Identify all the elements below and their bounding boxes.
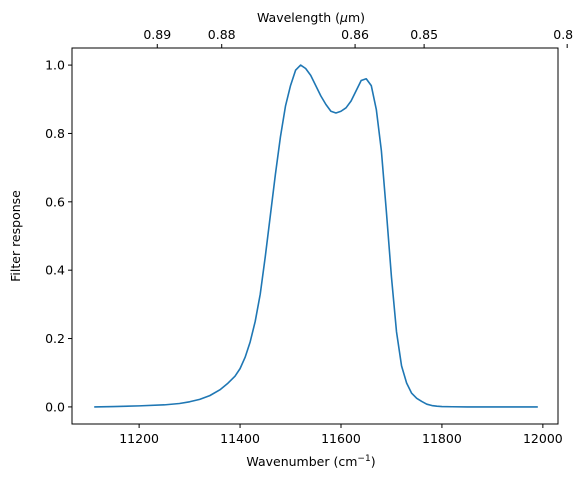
y-tick-label: 1.0 [45, 58, 65, 73]
x-tick-label: 11800 [422, 431, 462, 446]
top-x-tick-label: 0.83 [553, 27, 573, 42]
top-x-axis-title: Wavelength (μm) [257, 10, 365, 25]
x-tick-label: 12000 [523, 431, 563, 446]
y-tick-label: 0.8 [45, 126, 65, 141]
x-axis: 11200 11400 11600 11800 12000 [119, 424, 563, 446]
y-tick-label: 0.0 [45, 399, 65, 414]
x-tick-label: 11200 [119, 431, 159, 446]
y-tick-label: 0.4 [45, 263, 65, 278]
y-axis-title: Filter response [8, 190, 23, 282]
top-x-tick-label: 0.88 [208, 27, 236, 42]
top-x-tick-label: 0.85 [410, 27, 438, 42]
top-x-axis: 0.89 0.88 0.86 0.85 0.83 [143, 27, 573, 48]
y-tick-label: 0.6 [45, 194, 65, 209]
y-axis: 0.0 0.2 0.4 0.6 0.8 1.0 [45, 58, 72, 414]
top-x-tick-label: 0.86 [341, 27, 369, 42]
series-line [94, 64, 538, 408]
plot-area [72, 48, 558, 424]
x-tick-label: 11600 [321, 431, 361, 446]
x-tick-label: 11400 [220, 431, 260, 446]
top-x-tick-label: 0.89 [143, 27, 171, 42]
x-axis-title-exponent: −1 [357, 454, 370, 464]
x-axis-title: Wavenumber (cm−1) [246, 454, 375, 469]
y-tick-label: 0.2 [45, 331, 65, 346]
plot-frame [71, 47, 559, 425]
